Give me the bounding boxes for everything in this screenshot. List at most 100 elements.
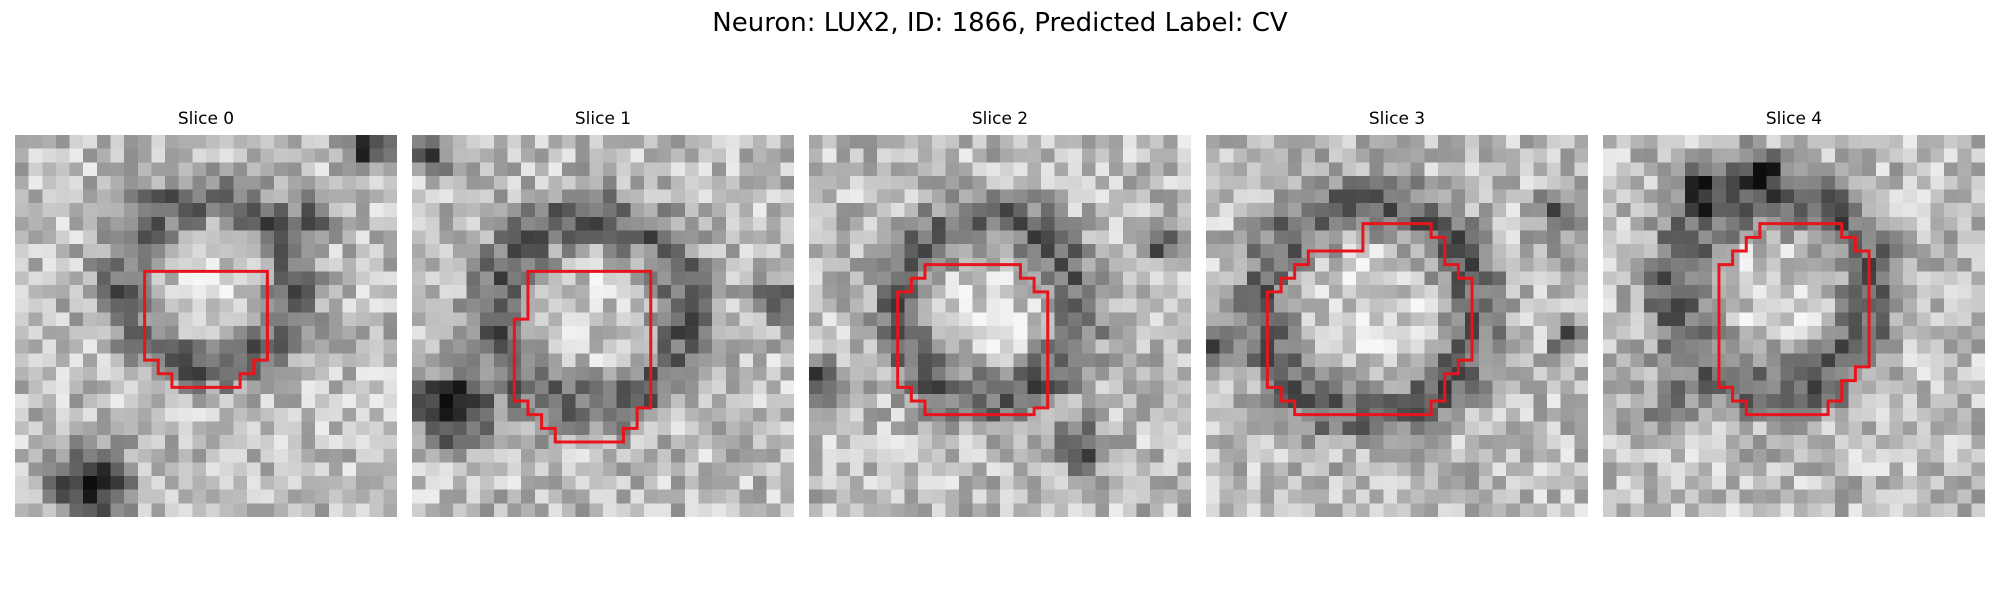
pixel [1451, 216, 1466, 231]
pixel [877, 476, 892, 490]
pixel [931, 244, 946, 259]
pixel [698, 271, 713, 286]
pixel [412, 135, 426, 149]
pixel [1519, 435, 1534, 450]
pixel [877, 216, 892, 231]
pixel [1109, 189, 1124, 204]
pixel [904, 203, 919, 218]
pixel [1603, 366, 1617, 381]
pixel [1150, 339, 1164, 354]
pixel [780, 462, 794, 477]
pixel [1889, 435, 1904, 450]
pixel [1821, 135, 1836, 149]
pixel [246, 285, 261, 299]
pixel [383, 326, 397, 340]
pixel [521, 135, 536, 149]
pixel [725, 230, 740, 245]
pixel [712, 353, 727, 368]
pixel [1163, 216, 1178, 231]
pixel [301, 216, 316, 231]
pixel [1698, 257, 1713, 272]
pixel [192, 407, 207, 422]
pixel [780, 298, 794, 313]
pixel [1136, 189, 1151, 204]
pixel [1478, 135, 1493, 149]
pixel [1944, 489, 1958, 504]
pixel [96, 298, 111, 313]
pixel [246, 312, 261, 327]
pixel [1177, 503, 1191, 517]
pixel [1000, 162, 1014, 177]
pixel [83, 380, 98, 395]
pixel [1794, 175, 1808, 190]
pixel [1315, 462, 1330, 477]
pixel [1397, 366, 1411, 381]
pixel [1684, 257, 1699, 272]
pixel [945, 394, 960, 409]
pixel [1410, 476, 1425, 490]
pixel [1369, 298, 1384, 313]
pixel [1027, 380, 1042, 395]
pixel [1712, 448, 1727, 463]
pixel [425, 148, 440, 163]
pixel [1301, 326, 1316, 340]
pixel [1424, 203, 1439, 218]
pixel [1753, 353, 1767, 368]
pixel [1163, 298, 1178, 313]
pixel [1274, 421, 1289, 436]
pixel [1246, 339, 1261, 354]
pixel [1478, 162, 1493, 177]
pixel [287, 189, 302, 204]
pixel [1903, 421, 1918, 436]
pixel [1547, 421, 1561, 436]
pixel [766, 421, 781, 436]
pixel [1780, 257, 1795, 272]
pixel [1219, 503, 1234, 517]
pixel [1519, 312, 1534, 327]
pixel [986, 203, 1001, 218]
pixel [315, 298, 330, 313]
pixel [1643, 189, 1658, 204]
pixel [1328, 203, 1343, 218]
pixel [1821, 285, 1836, 299]
pixel [1040, 216, 1055, 231]
pixel [328, 366, 343, 381]
pixel [165, 407, 179, 422]
pixel [616, 326, 631, 340]
pixel [124, 257, 139, 272]
pixel [1807, 135, 1822, 149]
pixel [1971, 298, 1985, 313]
pixel [1397, 244, 1411, 259]
pixel [1889, 189, 1904, 204]
pixel [1027, 135, 1042, 149]
pixel [575, 366, 590, 381]
pixel [739, 339, 754, 354]
pixel [1206, 339, 1220, 354]
pixel [301, 339, 316, 354]
pixel [1000, 435, 1014, 450]
pixel [246, 448, 261, 463]
pixel [1875, 148, 1890, 163]
pixel [356, 366, 370, 381]
pixel [69, 312, 84, 327]
pixel [165, 326, 179, 340]
pixel [766, 216, 781, 231]
pixel [972, 503, 987, 517]
pixel [15, 353, 29, 368]
pixel [1492, 175, 1507, 190]
pixel [1944, 203, 1958, 218]
pixel [863, 407, 878, 422]
pixel [1027, 230, 1042, 245]
pixel [863, 421, 878, 436]
pixel [1040, 462, 1055, 477]
pixel [1177, 189, 1191, 204]
pixel [342, 448, 357, 463]
pixel [904, 135, 919, 149]
pixel [684, 366, 699, 381]
slice-image-4 [1603, 135, 1985, 517]
pixel [42, 257, 57, 272]
pixel [233, 421, 248, 436]
pixel [780, 489, 794, 504]
pixel [151, 462, 166, 477]
pixel [1739, 298, 1754, 313]
